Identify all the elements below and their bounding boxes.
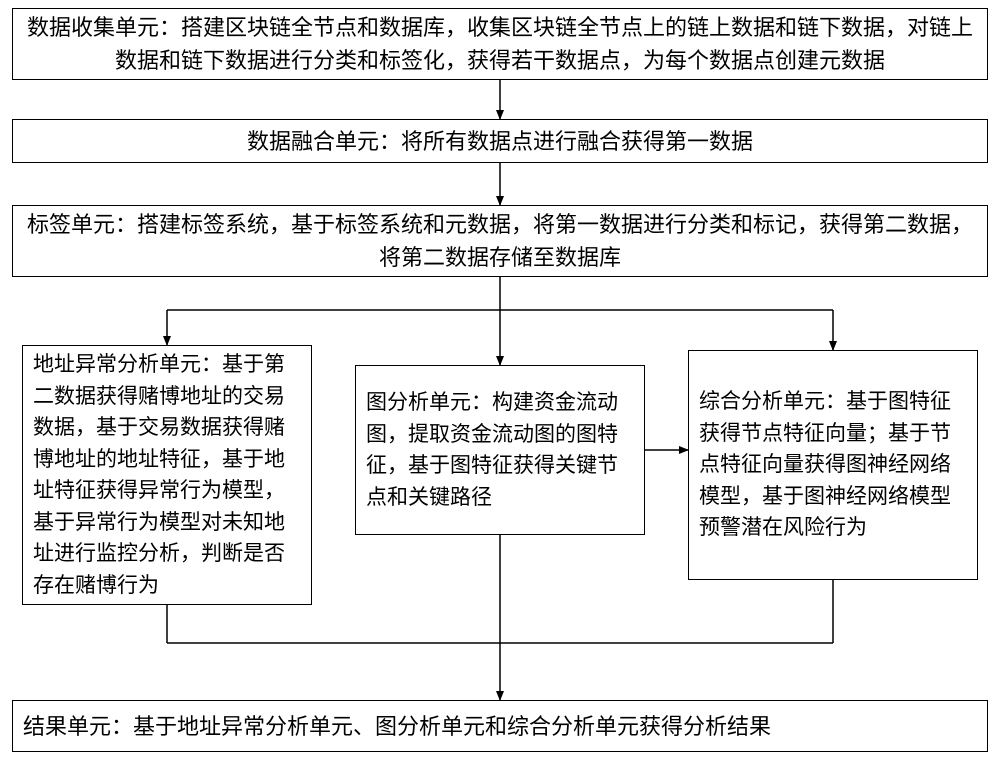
flow-node-n5: 图分析单元：构建资金流动图，提取资金流动图的图特征，基于图特征获得关键节点和关键… (355, 365, 645, 535)
flow-node-text: 结果单元：基于地址异常分析单元、图分析单元和综合分析单元获得分析结果 (23, 710, 771, 743)
flow-node-n3: 标签单元：搭建标签系统，基于标签系统和元数据，将第一数据进行分类和标记，获得第二… (12, 205, 988, 277)
flow-node-n4: 地址异常分析单元：基于第二数据获得赌博地址的交易数据，基于交易数据获得赌博地址的… (22, 345, 312, 605)
flow-node-text: 地址异常分析单元：基于第二数据获得赌博地址的交易数据，基于交易数据获得赌博地址的… (33, 349, 301, 601)
flow-node-text: 数据融合单元：将所有数据点进行融合获得第一数据 (247, 125, 753, 158)
flow-node-text: 图分析单元：构建资金流动图，提取资金流动图的图特征，基于图特征获得关键节点和关键… (366, 387, 634, 513)
flow-node-n6: 综合分析单元：基于图特征获得节点特征向量；基于节点特征向量获得图神经网络模型，基… (688, 350, 978, 580)
flow-node-n1: 数据收集单元：搭建区块链全节点和数据库，收集区块链全节点上的链上数据和链下数据，… (12, 8, 988, 80)
flow-node-text: 标签单元：搭建标签系统，基于标签系统和元数据，将第一数据进行分类和标记，获得第二… (23, 208, 977, 274)
flow-node-n2: 数据融合单元：将所有数据点进行融合获得第一数据 (12, 119, 988, 163)
flow-node-text: 数据收集单元：搭建区块链全节点和数据库，收集区块链全节点上的链上数据和链下数据，… (23, 11, 977, 77)
flow-node-text: 综合分析单元：基于图特征获得节点特征向量；基于节点特征向量获得图神经网络模型，基… (699, 386, 967, 544)
flow-node-n7: 结果单元：基于地址异常分析单元、图分析单元和综合分析单元获得分析结果 (12, 700, 988, 752)
